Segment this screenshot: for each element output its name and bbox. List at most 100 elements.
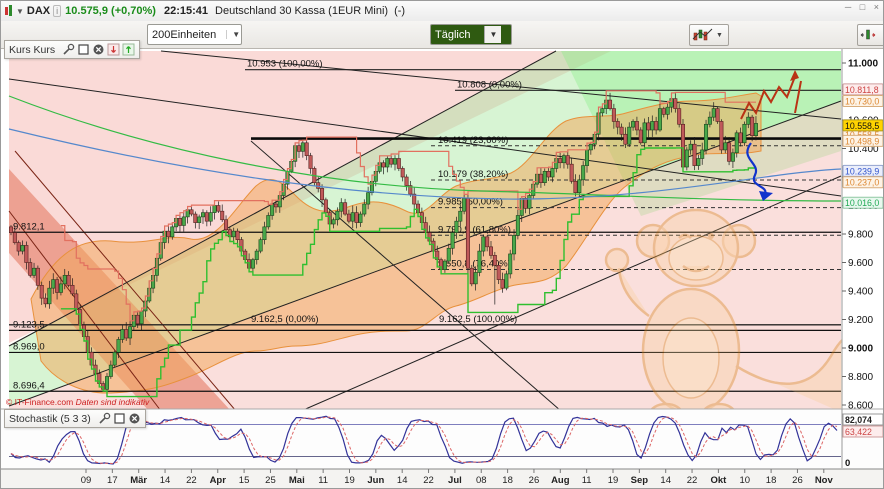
window-controls[interactable]: ─ □ ×	[844, 2, 882, 12]
svg-text:10.237,0: 10.237,0	[845, 178, 879, 188]
svg-text:19: 19	[344, 475, 355, 486]
svg-text:10.239,9: 10.239,9	[845, 166, 879, 176]
svg-text:9.200: 9.200	[848, 315, 873, 326]
price-series-panel: Kurs Kurs	[4, 40, 141, 59]
svg-text:0: 0	[845, 458, 850, 469]
svg-text:11.000: 11.000	[848, 59, 878, 70]
svg-text:14: 14	[397, 475, 408, 486]
svg-text:10.179 (38,20%): 10.179 (38,20%)	[438, 169, 508, 180]
svg-text:9.550,8 (76,40%): 9.550,8 (76,40%)	[438, 259, 511, 270]
time-axis: 09 17 Mär 14 22 Apr 15 25 Mai 11 19 Jun 14 22 Jul 08 18 2…	[1, 468, 883, 488]
svg-text:Sep: Sep	[631, 475, 649, 486]
svg-text:10.400: 10.400	[848, 144, 879, 155]
svg-text:9.000: 9.000	[848, 344, 873, 355]
svg-text:9.985 (50,00%): 9.985 (50,00%)	[438, 197, 503, 208]
svg-text:82,074: 82,074	[845, 415, 872, 425]
svg-text:10.558,5: 10.558,5	[845, 121, 879, 131]
support-levels: 9.812,19.123,58.969,08.696,410.953 (100,…	[9, 59, 841, 392]
svg-text:9.600: 9.600	[848, 258, 873, 269]
svg-text:Aug: Aug	[551, 475, 570, 486]
wrench-icon[interactable]	[62, 43, 75, 56]
price-series-label: Kurs Kurs	[9, 43, 56, 56]
buy-arrow-icon[interactable]	[122, 43, 135, 56]
svg-text:10.808 (0,00%): 10.808 (0,00%)	[457, 79, 522, 90]
price-chart-canvas[interactable]: 9.812,19.123,58.969,08.696,410.953 (100,…	[1, 48, 884, 489]
ma-green-line	[8, 95, 842, 202]
symbol-dropdown-arrow[interactable]: ▼	[16, 6, 24, 16]
svg-text:26: 26	[529, 475, 540, 486]
svg-text:25: 25	[265, 475, 276, 486]
svg-text:22: 22	[423, 475, 434, 486]
svg-text:9.162,5 (0,00%): 9.162,5 (0,00%)	[251, 314, 319, 325]
instrument-candle-icon	[5, 5, 14, 17]
svg-text:Mär: Mär	[130, 475, 147, 486]
svg-text:19: 19	[608, 475, 619, 486]
svg-text:9.162,5 (100,00%): 9.162,5 (100,00%)	[439, 314, 517, 325]
svg-text:8.969,0: 8.969,0	[13, 341, 45, 352]
svg-text:8.800: 8.800	[848, 372, 873, 383]
svg-text:Okt: Okt	[710, 475, 727, 486]
copyright-prefix: © IT-Finance.com	[6, 397, 74, 407]
forecast-arrows	[740, 70, 802, 201]
sell-arrow-icon[interactable]	[107, 43, 120, 56]
scroll-mode-button[interactable]	[857, 24, 883, 46]
svg-text:10.419 (23,60%): 10.419 (23,60%)	[438, 135, 508, 146]
period-dropdown-value: Täglich	[435, 28, 471, 41]
svg-text:14: 14	[160, 475, 171, 486]
svg-text:08: 08	[476, 475, 487, 486]
scroll-mode-icon	[860, 29, 876, 40]
units-dropdown-value: 200Einheiten	[152, 28, 217, 41]
period-dropdown-arrow: ▼	[484, 26, 502, 43]
svg-text:17: 17	[107, 475, 118, 486]
svg-text:10: 10	[739, 475, 750, 486]
svg-text:Apr: Apr	[210, 475, 227, 486]
stochastic-label: Stochastik (5 3 3)	[9, 412, 91, 425]
stochastic-d-line	[10, 416, 838, 465]
info-icon[interactable]: i	[53, 5, 62, 17]
window-icon[interactable]	[113, 412, 126, 425]
svg-text:Jun: Jun	[367, 475, 384, 486]
last-price: 10.575,9 (+0,70%)	[65, 5, 156, 17]
svg-text:9.800: 9.800	[848, 230, 873, 241]
svg-text:9.812,1: 9.812,1	[13, 221, 45, 232]
close-icon[interactable]	[128, 412, 141, 425]
svg-text:18: 18	[766, 475, 777, 486]
svg-text:22: 22	[186, 475, 197, 486]
svg-text:10.953 (100,00%): 10.953 (100,00%)	[247, 59, 323, 70]
svg-text:15: 15	[239, 475, 250, 486]
copyright-note: © IT-Finance.com Daten sind indikativ	[6, 397, 149, 407]
instrument-suffix: (-)	[394, 5, 406, 17]
svg-text:10.016,0: 10.016,0	[845, 198, 879, 208]
chart-type-icon	[692, 28, 713, 41]
svg-text:14: 14	[660, 475, 671, 486]
stochastic-k-line	[10, 415, 838, 465]
svg-text:8.696,4: 8.696,4	[13, 380, 45, 391]
monkey-watermark	[604, 208, 881, 426]
svg-text:9.790,9 (61,80%): 9.790,9 (61,80%)	[438, 224, 511, 235]
svg-text:Jul: Jul	[448, 475, 462, 486]
wrench-icon[interactable]	[98, 412, 111, 425]
instrument-name: Deutschland 30 Kassa (1EUR Mini)	[215, 5, 389, 17]
period-dropdown[interactable]: Täglich ▼	[430, 24, 512, 45]
svg-text:Mai: Mai	[289, 475, 305, 486]
symbol-label: DAX	[26, 5, 51, 17]
price-axis: 11.00010.80010.60010.40010.20010.0009.80…	[841, 48, 883, 468]
svg-text:09: 09	[81, 475, 92, 486]
chart-toolbar: 200Einheiten ▼ Täglich ▼ ▼	[1, 21, 883, 49]
svg-text:63,422: 63,422	[845, 427, 872, 437]
close-icon[interactable]	[92, 43, 105, 56]
title-bar: ▼ DAX i 10.575,9 (+0,70%) 22:15:41 Deuts…	[1, 1, 883, 22]
window-icon[interactable]	[77, 43, 90, 56]
units-dropdown-arrow: ▼	[226, 30, 240, 39]
chart-type-button[interactable]: ▼	[689, 24, 729, 46]
copyright-disclaimer: Daten sind indikativ	[75, 397, 150, 407]
svg-text:11: 11	[318, 475, 328, 486]
units-dropdown[interactable]: 200Einheiten ▼	[147, 24, 242, 45]
quote-time: 22:15:41	[163, 5, 209, 17]
trailing-resistance-line	[60, 90, 756, 322]
svg-text:10.730,0: 10.730,0	[845, 96, 879, 106]
ma-blue-line	[8, 128, 842, 200]
stochastic-panel-header: Stochastik (5 3 3)	[4, 409, 146, 428]
trailing-support-line	[60, 147, 756, 398]
